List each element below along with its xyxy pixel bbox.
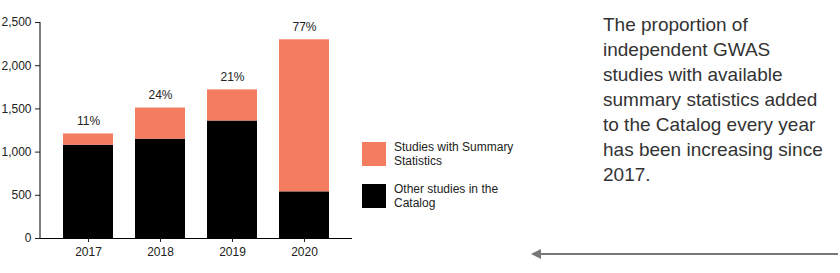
html-text:Other studies in the Catalog: Other studies in the Catalog — [394, 182, 499, 210]
svg-text:1,500: 1,500 — [1, 102, 31, 116]
svg-text:2,000: 2,000 — [1, 59, 31, 73]
svg-text:77%: 77% — [292, 20, 316, 34]
svg-text:1,000: 1,000 — [1, 145, 31, 159]
svg-text:500: 500 — [11, 188, 31, 202]
svg-text:2018: 2018 — [147, 245, 174, 259]
svg-text:24%: 24% — [148, 88, 172, 102]
svg-text:2017: 2017 — [75, 245, 102, 259]
svg-text:2,500: 2,500 — [1, 15, 31, 29]
html-text:The proportion of independent: The proportion of independent GWAS studi… — [603, 14, 823, 185]
svg-text:2020: 2020 — [291, 245, 318, 259]
svg-text:21%: 21% — [220, 70, 244, 84]
svg-text:2019: 2019 — [219, 245, 246, 259]
svg-text:0: 0 — [25, 231, 32, 245]
html-text:Studies with Summary Statistic: Studies with Summary Statistics — [394, 140, 514, 168]
svg-text:11%: 11% — [77, 114, 100, 128]
